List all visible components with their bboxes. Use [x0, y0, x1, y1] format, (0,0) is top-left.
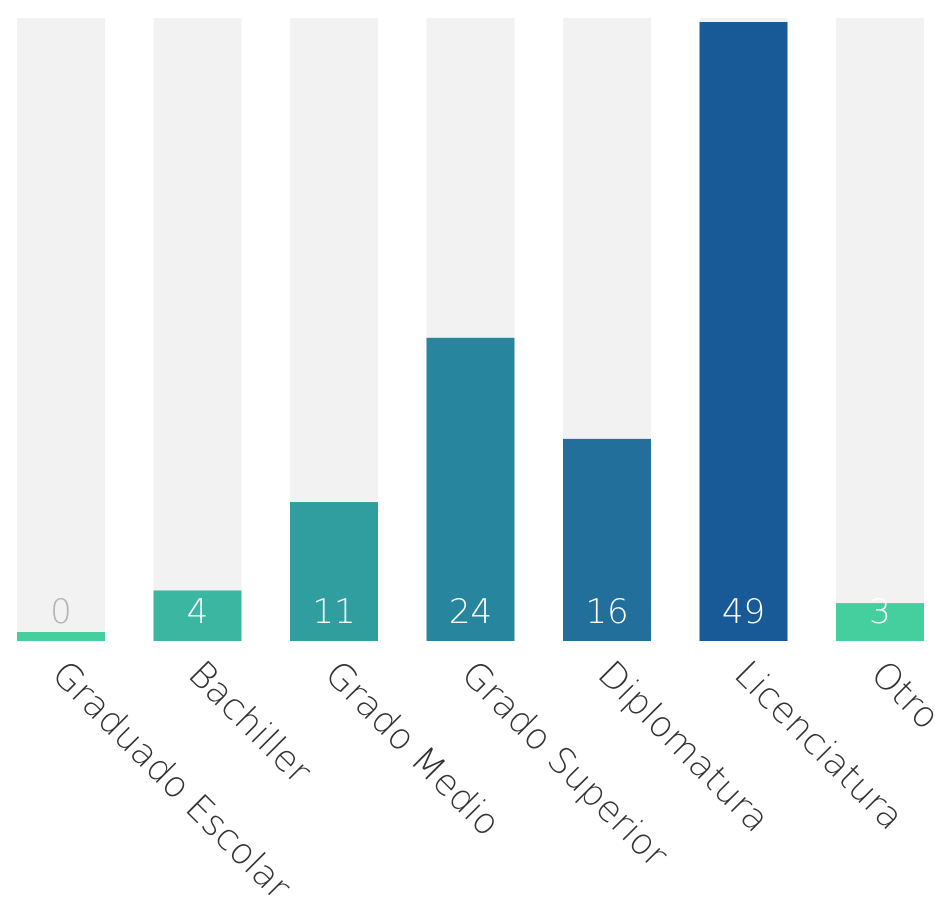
tick-label-otro: Otro: [863, 653, 935, 737]
value-label-graduado-escolar: 0: [50, 592, 72, 632]
value-labels: 0 4 11 24 16 49 3: [50, 592, 891, 632]
value-label-grado-superior: 24: [449, 592, 492, 632]
value-label-bachiller: 4: [187, 592, 209, 632]
value-label-otro: 3: [869, 592, 891, 632]
bar-licenciatura: [699, 22, 788, 641]
bar-graduado-escolar: [17, 632, 105, 641]
bar-track-bachiller: [153, 18, 242, 641]
bar-bachiller: [153, 590, 242, 641]
value-label-licenciatura: 49: [722, 592, 765, 632]
bar-grado-superior: [426, 337, 515, 641]
bar-track-otro: [836, 18, 924, 641]
bars: [17, 22, 924, 641]
bar-otro: [836, 603, 924, 641]
bar-track-graduado-escolar: [17, 18, 105, 641]
value-label-grado-medio: 11: [312, 592, 355, 632]
tick-label-bachiller: Bachiller: [180, 653, 319, 792]
value-label-diplomatura: 16: [585, 592, 628, 632]
bar-diplomatura: [563, 438, 651, 641]
bar-grado-medio: [290, 502, 378, 641]
tick-label-graduado-escolar: Graduado Escolar: [44, 653, 299, 903]
